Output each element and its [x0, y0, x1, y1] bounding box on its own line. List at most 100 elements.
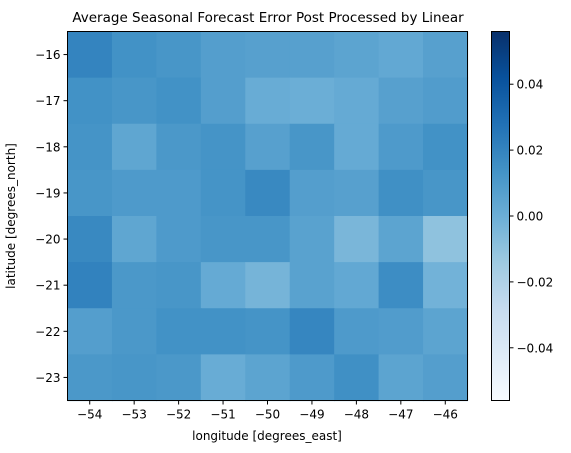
heatmap-cell: [67, 216, 113, 263]
heatmap-cell: [245, 308, 291, 355]
heatmap-cell: [67, 77, 113, 125]
heatmap-cell: [245, 31, 291, 79]
heatmap-cell: [245, 262, 291, 309]
colorbar-tick-label: 0.02: [517, 144, 544, 158]
heatmap-cell: [111, 31, 157, 79]
heatmap-cell: [111, 216, 157, 263]
heatmap-cell: [111, 354, 157, 402]
y-tick-label: −20: [35, 233, 60, 247]
x-tick-label: −53: [122, 408, 147, 422]
colorbar-tick-label: 0.04: [517, 78, 544, 92]
heatmap-cell: [378, 308, 424, 355]
heatmap-cell: [156, 216, 202, 263]
heatmap-cell: [200, 77, 246, 125]
x-tick-label: −47: [388, 408, 413, 422]
heatmap-cell: [334, 31, 380, 79]
heatmap-cell: [156, 262, 202, 309]
heatmap-cell: [289, 123, 335, 171]
heatmap-cell: [289, 77, 335, 125]
heatmap-cell: [334, 123, 380, 171]
heatmap-cell: [423, 77, 469, 125]
x-tick-label: −46: [433, 408, 458, 422]
heatmap-cell: [334, 216, 380, 263]
heatmap-cell: [289, 31, 335, 79]
heatmap-cell: [378, 123, 424, 171]
heatmap-cell: [200, 123, 246, 171]
heatmap-cell: [245, 169, 291, 217]
y-tick-label: −22: [35, 325, 60, 339]
colorbar: [491, 31, 510, 401]
heatmap-cells: [67, 31, 469, 402]
heatmap-cell: [334, 354, 380, 402]
heatmap-cell: [423, 169, 469, 217]
heatmap-cell: [289, 169, 335, 217]
heatmap-cell: [245, 123, 291, 171]
heatmap-cell: [200, 31, 246, 79]
colorbar-tick-label: 0.00: [517, 210, 544, 224]
heatmap-cell: [334, 308, 380, 355]
y-tick-label: −19: [35, 186, 60, 200]
heatmap-cell: [378, 31, 424, 79]
x-tick-label: −50: [255, 408, 280, 422]
heatmap-cell: [334, 262, 380, 309]
heatmap-cell: [156, 308, 202, 355]
heatmap-cell: [200, 308, 246, 355]
heatmap-cell: [156, 123, 202, 171]
y-tick-label: −23: [35, 371, 60, 385]
heatmap-cell: [423, 262, 469, 309]
heatmap-cell: [245, 354, 291, 402]
heatmap-cell: [423, 308, 469, 355]
heatmap-cell: [67, 31, 113, 79]
y-tick-label: −17: [35, 94, 60, 108]
chart-title: Average Seasonal Forecast Error Post Pro…: [72, 10, 464, 26]
x-axis-label: longitude [degrees_east]: [192, 429, 342, 443]
heatmap-cell: [378, 354, 424, 402]
heatmap-cell: [245, 216, 291, 263]
heatmap-cell: [423, 216, 469, 263]
heatmap-cell: [156, 169, 202, 217]
heatmap-cell: [245, 77, 291, 125]
heatmap-cell: [67, 262, 113, 309]
x-tick-label: −54: [77, 408, 102, 422]
heatmap-cell: [423, 123, 469, 171]
y-tick-label: −18: [35, 140, 60, 154]
colorbar-tick-label: −0.04: [517, 341, 554, 355]
heatmap-cell: [423, 354, 469, 402]
heatmap-cell: [67, 123, 113, 171]
heatmap-cell: [334, 169, 380, 217]
heatmap-cell: [378, 77, 424, 125]
y-axis-ticks: −16 −17 −18 −19 −20 −21 −22 −23: [35, 48, 68, 385]
x-tick-label: −49: [299, 408, 324, 422]
colorbar-tick-label: −0.02: [517, 275, 554, 289]
heatmap-cell: [378, 262, 424, 309]
heatmap-cell: [67, 308, 113, 355]
y-tick-label: −16: [35, 48, 60, 62]
colorbar-ticks: 0.04 0.02 0.00 −0.02 −0.04: [509, 78, 554, 355]
heatmap-cell: [156, 354, 202, 402]
heatmap-cell: [289, 262, 335, 309]
heatmap-cell: [289, 308, 335, 355]
y-axis-label: latitude [degrees_north]: [4, 143, 18, 289]
x-tick-label: −48: [344, 408, 369, 422]
heatmap-cell: [111, 308, 157, 355]
heatmap-cell: [378, 169, 424, 217]
heatmap-cell: [289, 354, 335, 402]
heatmap-cell: [67, 354, 113, 402]
heatmap-cell: [156, 31, 202, 79]
x-tick-label: −51: [210, 408, 235, 422]
heatmap-cell: [67, 169, 113, 217]
heatmap-cell: [111, 262, 157, 309]
heatmap-cell: [423, 31, 469, 79]
heatmap-cell: [289, 216, 335, 263]
x-tick-label: −52: [166, 408, 191, 422]
heatmap-cell: [200, 262, 246, 309]
heatmap-cell: [378, 216, 424, 263]
x-axis-ticks: −54 −53 −52 −51 −50 −49 −48 −47 −46: [77, 400, 458, 422]
heatmap-cell: [200, 354, 246, 402]
y-tick-label: −21: [35, 279, 60, 293]
heatmap-cell: [111, 77, 157, 125]
heatmap-cell: [200, 169, 246, 217]
heatmap-cell: [156, 77, 202, 125]
heatmap-cell: [111, 123, 157, 171]
